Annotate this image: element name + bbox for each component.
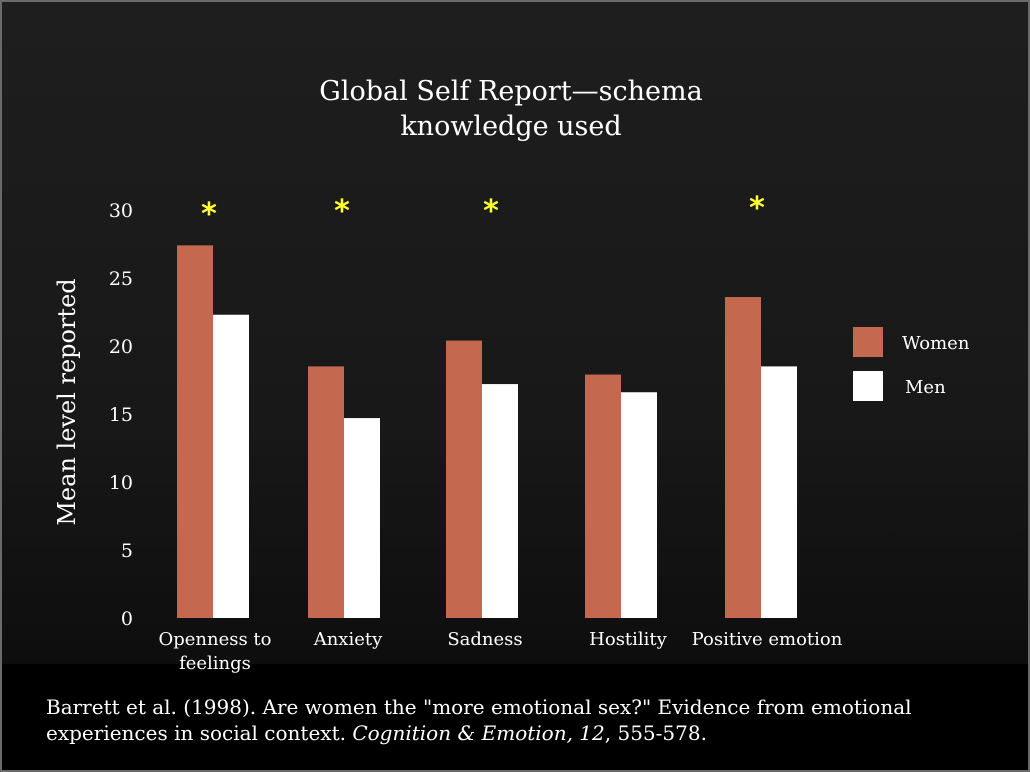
significance-star: * — [483, 194, 499, 229]
bar-women — [308, 366, 344, 618]
citation-journal: Cognition & Emotion, 12 — [352, 721, 605, 745]
y-tick-label: 25 — [109, 268, 133, 290]
category-label: Openness to — [158, 629, 271, 650]
legend-swatch-men — [853, 371, 883, 401]
bar-women — [177, 245, 213, 619]
citation-pages: , 555-578. — [604, 721, 707, 745]
bar-men — [761, 366, 797, 618]
category-label: Positive emotion — [692, 629, 843, 650]
chart-title-line-2: knowledge used — [400, 111, 621, 142]
bar-men — [621, 392, 657, 618]
category-label: Anxiety — [313, 629, 383, 650]
legend-label-women: Women — [902, 333, 970, 354]
y-tick-label: 30 — [109, 200, 133, 222]
y-axis-label: Mean level reported — [53, 278, 81, 525]
category-label: feelings — [179, 653, 251, 674]
legend-swatch-women — [853, 327, 883, 357]
y-tick-label: 20 — [109, 336, 133, 358]
y-axis-ticks: 0 5 10 15 20 25 30 — [109, 200, 133, 630]
category-label: Sadness — [447, 629, 522, 650]
bar-men — [344, 418, 380, 618]
significance-star: * — [334, 194, 350, 229]
category-label: Hostility — [589, 629, 668, 650]
bars-group — [177, 245, 797, 619]
footer-band — [2, 664, 1028, 770]
bar-women — [585, 374, 621, 618]
bar-men — [213, 314, 249, 618]
legend: Women Men — [853, 327, 970, 401]
y-tick-label: 0 — [121, 608, 133, 630]
citation: Barrett et al. (1998). Are women the "mo… — [46, 694, 1006, 746]
chart-title-line-1: Global Self Report—schema — [319, 76, 702, 107]
legend-label-men: Men — [905, 377, 946, 398]
significance-markers: * * * * — [201, 191, 765, 232]
significance-star: * — [201, 197, 217, 232]
x-axis-category-labels: Openness to feelings Anxiety Sadness Hostili… — [158, 629, 842, 674]
bar-men — [482, 384, 518, 618]
bar-women — [725, 297, 761, 618]
y-tick-label: 10 — [109, 472, 133, 494]
y-tick-label: 5 — [121, 540, 133, 562]
y-tick-label: 15 — [109, 404, 133, 426]
significance-star: * — [749, 191, 765, 226]
citation-text: Barrett et al. (1998). Are women the "mo… — [46, 695, 912, 745]
bar-women — [446, 340, 482, 618]
